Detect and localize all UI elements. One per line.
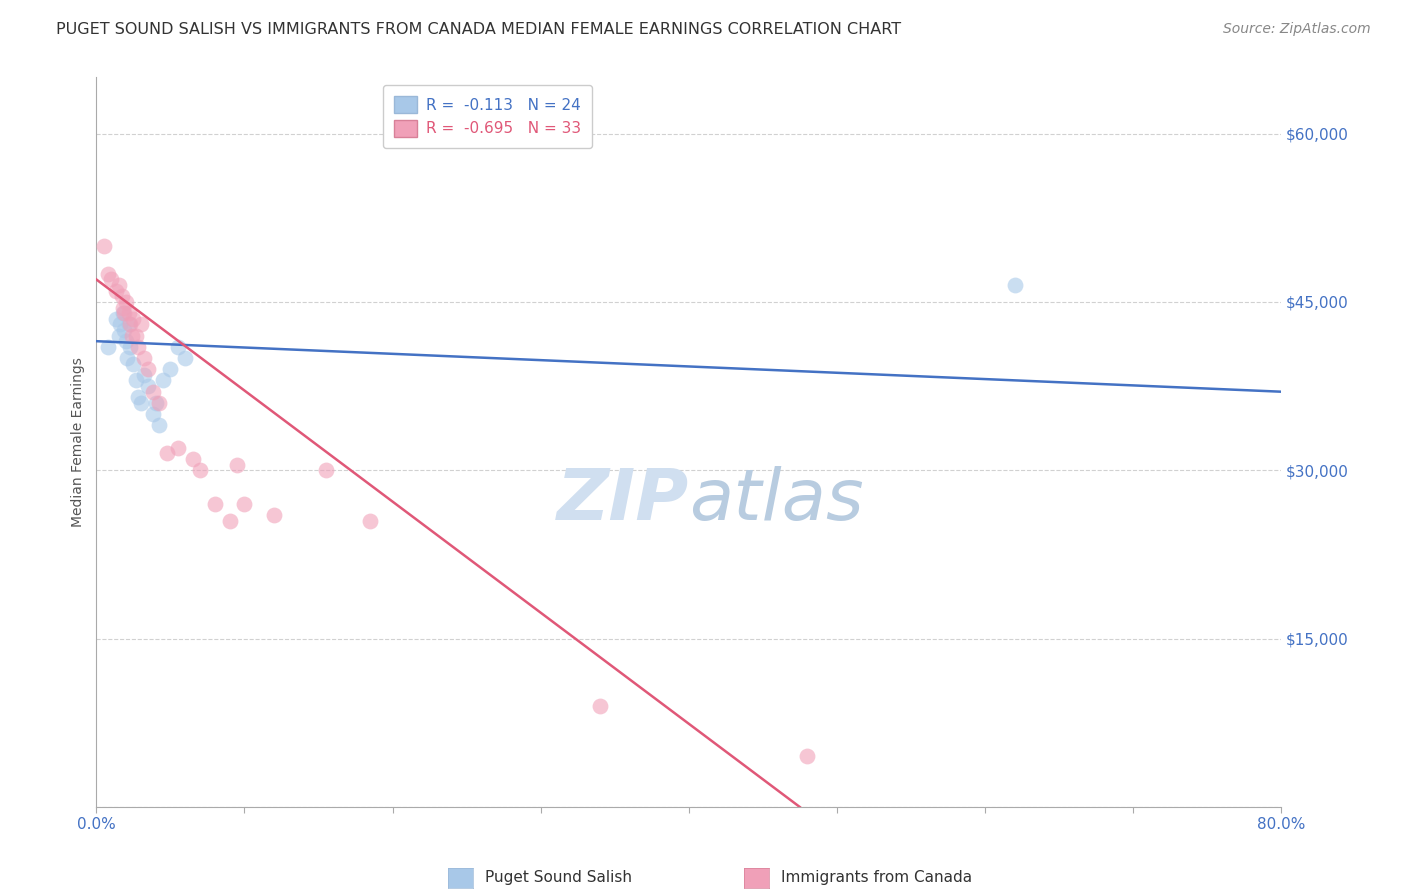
Point [166, 340, 188, 354]
Point [122, 357, 145, 371]
Point [127, 340, 149, 354]
Point [142, 384, 165, 399]
Point [107, 278, 129, 293]
Point [359, 514, 381, 528]
Point [120, 340, 142, 354]
Text: Immigrants from Canada: Immigrants from Canada [780, 871, 972, 885]
Point [104, 284, 127, 298]
Point [145, 396, 167, 410]
Point [148, 418, 170, 433]
Point [148, 396, 170, 410]
Point [97, 267, 120, 281]
Point [142, 407, 165, 421]
Point [796, 749, 818, 764]
Point [93, 239, 115, 253]
Text: PUGET SOUND SALISH VS IMMIGRANTS FROM CANADA MEDIAN FEMALE EARNINGS CORRELATION : PUGET SOUND SALISH VS IMMIGRANTS FROM CA… [56, 22, 901, 37]
Point [115, 334, 138, 349]
Point [125, 374, 148, 388]
Text: Puget Sound Salish: Puget Sound Salish [485, 871, 631, 885]
Point [127, 390, 149, 404]
Point [204, 497, 226, 511]
Point [100, 272, 122, 286]
Point [152, 374, 174, 388]
Point [156, 446, 179, 460]
Text: ZIP: ZIP [557, 467, 689, 535]
Point [104, 311, 127, 326]
Point [107, 328, 129, 343]
Legend: R =  -0.113   N = 24, R =  -0.695   N = 33: R = -0.113 N = 24, R = -0.695 N = 33 [382, 85, 592, 148]
Point [1004, 278, 1026, 293]
Point [122, 311, 145, 326]
Point [166, 441, 188, 455]
Point [118, 318, 141, 332]
Text: atlas: atlas [689, 467, 863, 535]
Point [97, 340, 120, 354]
Point [115, 294, 138, 309]
Point [125, 328, 148, 343]
Point [129, 318, 152, 332]
Point [136, 362, 159, 376]
Point [132, 351, 155, 365]
Point [108, 318, 131, 332]
Point [159, 362, 181, 376]
Point [111, 301, 134, 315]
Point [114, 323, 136, 337]
Point [120, 318, 142, 332]
Point [121, 328, 143, 343]
Point [110, 289, 132, 303]
Point [114, 306, 136, 320]
Point [188, 463, 211, 477]
Point [315, 463, 337, 477]
Point [129, 396, 152, 410]
Point [589, 698, 612, 713]
Point [136, 379, 159, 393]
Point [118, 306, 141, 320]
Point [226, 458, 249, 472]
Point [111, 306, 134, 320]
Text: Source: ZipAtlas.com: Source: ZipAtlas.com [1223, 22, 1371, 37]
Y-axis label: Median Female Earnings: Median Female Earnings [72, 358, 86, 527]
Point [263, 508, 285, 523]
Point [132, 368, 155, 382]
Point [174, 351, 197, 365]
Point [181, 452, 204, 467]
Point [117, 351, 139, 365]
Point [233, 497, 256, 511]
Point [218, 514, 240, 528]
